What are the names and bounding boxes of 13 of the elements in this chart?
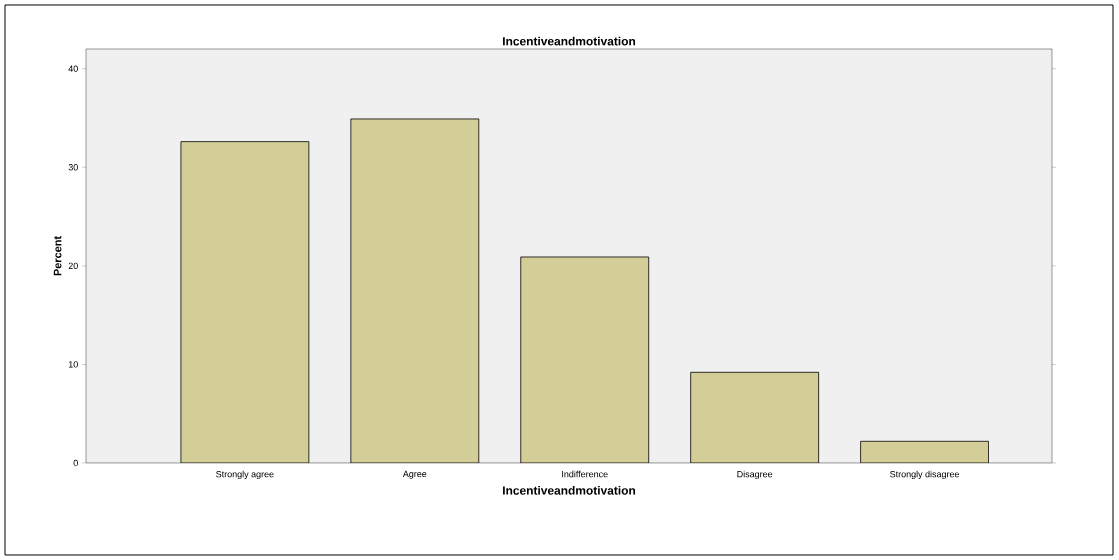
chart-title: Incentiveandmotivation [503, 36, 636, 46]
x-axis-title: Incentiveandmotivation [503, 485, 636, 495]
y-tick-label: 40 [68, 65, 78, 72]
x-tick-label: Strongly disagree [890, 470, 960, 480]
x-tick-label: Strongly agree [216, 470, 274, 480]
y-tick-label: 10 [68, 361, 78, 368]
y-tick-label: 0 [73, 459, 78, 467]
x-tick-label: Agree [402, 470, 427, 479]
y-axis-title: Percent [53, 236, 62, 276]
x-tick-label: Indifference [562, 470, 608, 478]
y-tick-label: 20 [68, 262, 78, 270]
y-tick-label: 30 [68, 164, 78, 171]
x-tick-label: Disagree [737, 470, 773, 480]
